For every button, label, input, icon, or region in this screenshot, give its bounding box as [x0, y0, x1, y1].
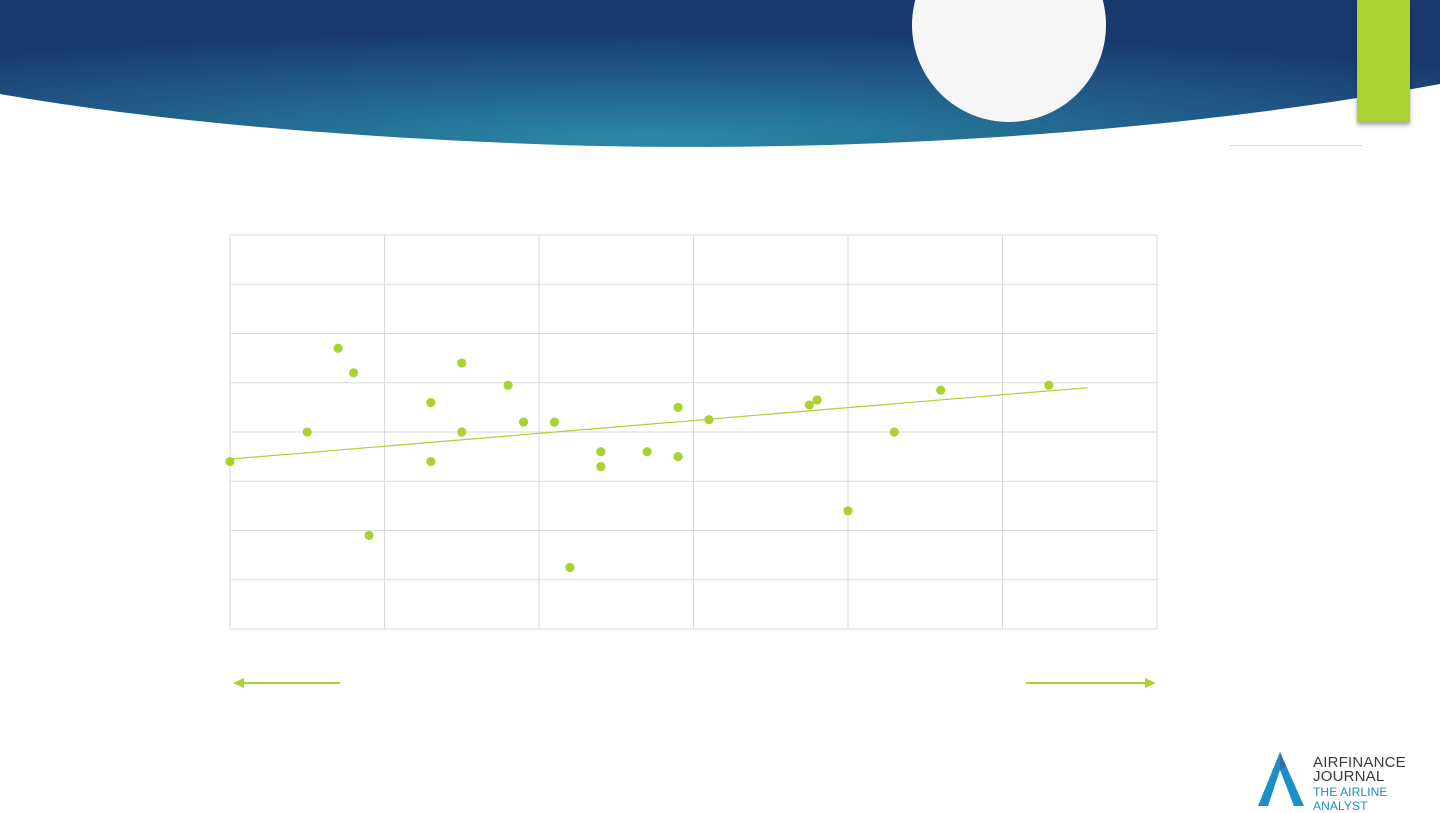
data-point-20 — [804, 400, 814, 410]
logo-line2: JOURNAL — [1313, 768, 1385, 785]
right-arrow — [1026, 678, 1156, 688]
data-point-24 — [936, 385, 946, 395]
header-divider-right — [1230, 145, 1363, 146]
data-point-1 — [225, 456, 235, 467]
logo-line1: AIRFINANCE — [1313, 754, 1406, 771]
data-point-15 — [596, 461, 606, 472]
data-point-17 — [673, 402, 683, 412]
data-point-12 — [549, 417, 560, 427]
data-point-5 — [364, 530, 374, 541]
data-point-22 — [843, 506, 853, 516]
data-point-6 — [426, 397, 436, 408]
data-point-3 — [333, 343, 343, 353]
data-point-11 — [518, 417, 529, 427]
data-point-4 — [349, 368, 359, 378]
data-point-14 — [596, 447, 606, 457]
data-point-23 — [889, 427, 899, 437]
data-point-16 — [642, 447, 652, 457]
airfinance-journal-logo: AIRFINANCE JOURNAL THE AIRLINE ANALYST — [1256, 750, 1432, 813]
data-point-19 — [704, 415, 714, 425]
left-arrow — [233, 678, 340, 688]
data-point-9 — [457, 427, 467, 437]
logo-line3: THE AIRLINE ANALYST — [1313, 785, 1388, 813]
logo-mark-icon — [1258, 752, 1304, 806]
data-point-7 — [426, 456, 436, 467]
data-point-10 — [503, 380, 513, 390]
data-point-2 — [302, 427, 312, 437]
data-point-13 — [565, 562, 575, 573]
grid-lines — [230, 235, 1157, 629]
data-point-21 — [812, 395, 822, 405]
data-point-8 — [457, 358, 467, 368]
trendline — [229, 387, 1088, 460]
accent-tab — [1357, 0, 1410, 122]
data-point-25 — [1044, 380, 1054, 390]
data-point-18 — [673, 452, 683, 462]
data-points — [225, 343, 1054, 573]
